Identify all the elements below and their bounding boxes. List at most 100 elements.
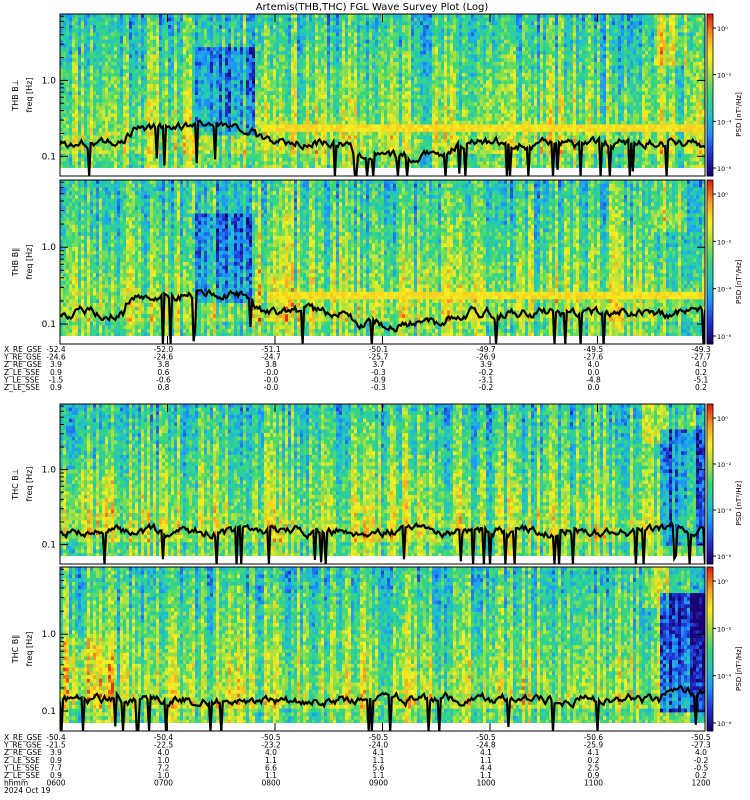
ephemeris-value: 0.0: [588, 368, 600, 377]
ephemeris-value: 1.1: [480, 771, 492, 780]
ephemeris-value: 3.7: [373, 360, 385, 369]
ephemeris-value: -49.7: [476, 345, 496, 354]
ephemeris-value: -0.0: [264, 375, 279, 384]
ephemeris-value: 0900: [369, 779, 388, 788]
ephemeris-value: 0.9: [588, 771, 600, 780]
colorbar-tick-label: 10⁻⁴: [717, 286, 732, 294]
ephemeris-value: 0800: [261, 779, 280, 788]
ephemeris-value: -0.2: [479, 368, 494, 377]
y-axis-label: freq [Hz]: [25, 467, 34, 502]
ephemeris-row-label: Z_LE_SSE: [4, 771, 40, 780]
ephemeris-value: 4.1: [373, 748, 385, 757]
ephemeris-value: -27.3: [691, 741, 711, 750]
frequency-trace-line: [60, 684, 705, 731]
ephemeris-value: -22.5: [154, 741, 174, 750]
ephemeris-value: 3.9: [480, 360, 492, 369]
ephemeris-value: 4.0: [158, 748, 170, 757]
ephemeris-row-label: Z_LE_SSE: [4, 383, 40, 392]
ephemeris-value: 1.1: [265, 771, 277, 780]
ephemeris-value: 1.0: [158, 771, 170, 780]
colorbar: 10⁰ 10⁻² 10⁻⁴ 10⁻⁶ PSD [nT²/Hz]: [706, 13, 743, 177]
ephemeris-value: -4.8: [586, 375, 601, 384]
ephemeris-value: -0.2: [694, 756, 709, 765]
panel-label: THB B∥: [11, 248, 20, 277]
colorbar-tick-label: 10⁻⁴: [717, 673, 732, 681]
ephemeris-value: 3.8: [265, 360, 277, 369]
ephemeris-value: 6.6: [265, 763, 277, 772]
ephemeris-value: 1200: [691, 779, 710, 788]
panel-label: THC B⊥: [11, 468, 20, 501]
y-tick-label: 1.0: [42, 630, 57, 640]
ephemeris-value: 0.9: [50, 756, 62, 765]
ephemeris-row-label: Z_RE_GSE: [4, 748, 42, 757]
ephemeris-value: 0.9: [50, 368, 62, 377]
figure-title: Artemis(THB,THC) FGL Wave Survey Plot (L…: [256, 2, 489, 13]
ephemeris-row-label: hhmm: [4, 779, 28, 788]
y-tick-label: 0.1: [42, 152, 56, 162]
ephemeris-row-label: 2024 Oct 19: [4, 786, 51, 795]
ephemeris-value: -0.3: [371, 383, 386, 392]
ephemeris-value: 0.2: [695, 368, 707, 377]
ephemeris-value: 0700: [154, 779, 173, 788]
ephemeris-value: -50.4: [46, 733, 66, 742]
ephemeris-value: -21.5: [46, 741, 66, 750]
colorbar-tick-label: 10⁻⁴: [717, 118, 732, 126]
ephemeris-value: -24.8: [476, 741, 496, 750]
ephemeris-value: -27.7: [691, 353, 711, 362]
ephemeris-value: -50.5: [369, 733, 389, 742]
ephemeris-table: X_RE_GSE -50.4 -50.4 -50.5 -50.5 -50.5 -50.6 -5…: [3, 404, 711, 795]
colorbar-tick-label: 10⁻²: [717, 238, 732, 246]
ephemeris-value: 0.9: [50, 771, 62, 780]
spectrogram-panel: 1.0 0.1 THC B∥ freq [Hz] 10⁰ 10⁻² 10⁻⁴ 10⁻⁶ PSD …: [11, 566, 743, 732]
ephemeris-value: -3.1: [479, 375, 494, 384]
ephemeris-value: -50.5: [476, 733, 496, 742]
ephemeris-value: -0.6: [156, 375, 171, 384]
spectrogram-image: [60, 567, 705, 731]
ephemeris-row-label: Z_LE_SSE: [4, 368, 40, 377]
ephemeris-value: 4.0: [695, 748, 707, 757]
panel-label: THC B∥: [11, 635, 20, 665]
ephemeris-value: -52.0: [154, 345, 174, 354]
ephemeris-value: -0.5: [694, 763, 709, 772]
ephemeris-value: -0.9: [371, 375, 386, 384]
y-axis-label: freq [Hz]: [25, 78, 34, 113]
ephemeris-value: 0.9: [50, 383, 62, 392]
ephemeris-value: -27.6: [584, 353, 604, 362]
y-axis-label: freq [Hz]: [25, 632, 34, 667]
y-axis-label: freq [Hz]: [25, 245, 34, 280]
ephemeris-row-label: Z_LE_SSE: [4, 756, 40, 765]
panels-layer: 1.0 0.1 THB B⊥ freq [Hz] 10⁰ 10⁻² 10⁻⁴ 10⁻⁶ PSD …: [11, 13, 743, 732]
ephemeris-value: -52.4: [46, 345, 66, 354]
colorbar-tick-label: 10⁻²: [717, 625, 732, 633]
spectrogram-image: [60, 180, 705, 344]
ephemeris-value: -25.7: [369, 353, 389, 362]
ephemeris-value: 1.1: [265, 756, 277, 765]
colorbar-tick-label: 10⁻²: [717, 72, 732, 80]
ephemeris-value: 3.9: [50, 360, 62, 369]
ephemeris-value: -1.5: [49, 375, 64, 384]
ephemeris-value: 3.8: [158, 360, 170, 369]
ephemeris-value: -50.5: [261, 733, 281, 742]
ephemeris-value: -50.1: [369, 345, 389, 354]
colorbar: 10⁰ 10⁻² 10⁻⁴ 10⁻⁶ PSD [nT²/Hz]: [706, 566, 743, 732]
y-tick-label: 0.1: [42, 320, 56, 330]
colorbar-tick-label: 10⁻⁶: [717, 165, 732, 173]
ephemeris-value: 1100: [584, 779, 603, 788]
ephemeris-value: 1.0: [158, 756, 170, 765]
ephemeris-value: 1.1: [373, 771, 385, 780]
spectrogram-panel: 1.0 0.1 THB B⊥ freq [Hz] 10⁰ 10⁻² 10⁻⁴ 10⁻⁶ PSD …: [11, 13, 743, 177]
ephemeris-value: 5.6: [373, 763, 385, 772]
ephemeris-value: 2.5: [588, 763, 600, 772]
ephemeris-row-label: X_RE_GSE: [4, 733, 42, 742]
colorbar-tick-label: 10⁻⁶: [717, 720, 732, 728]
colorbar-tick-label: 10⁻⁶: [717, 553, 732, 561]
spectrogram-panel: 1.0 0.1 THB B∥ freq [Hz] 10⁰ 10⁻² 10⁻⁴ 10⁻⁶ PSD …: [11, 179, 743, 345]
colorbar-label: PSD [nT²/Hz]: [735, 259, 743, 304]
ephemeris-value: -0.0: [264, 383, 279, 392]
ephemeris-row-label: Y_RE_GSE: [3, 353, 42, 362]
spectrogram-panel: 1.0 0.1 THC B⊥ freq [Hz] 10⁰ 10⁻² 10⁻⁴ 10⁻⁶ PSD …: [11, 403, 743, 565]
ephemeris-value: -5.1: [694, 375, 709, 384]
ephemeris-value: 0.8: [158, 383, 170, 392]
colorbar-tick-label: 10⁰: [717, 191, 728, 199]
